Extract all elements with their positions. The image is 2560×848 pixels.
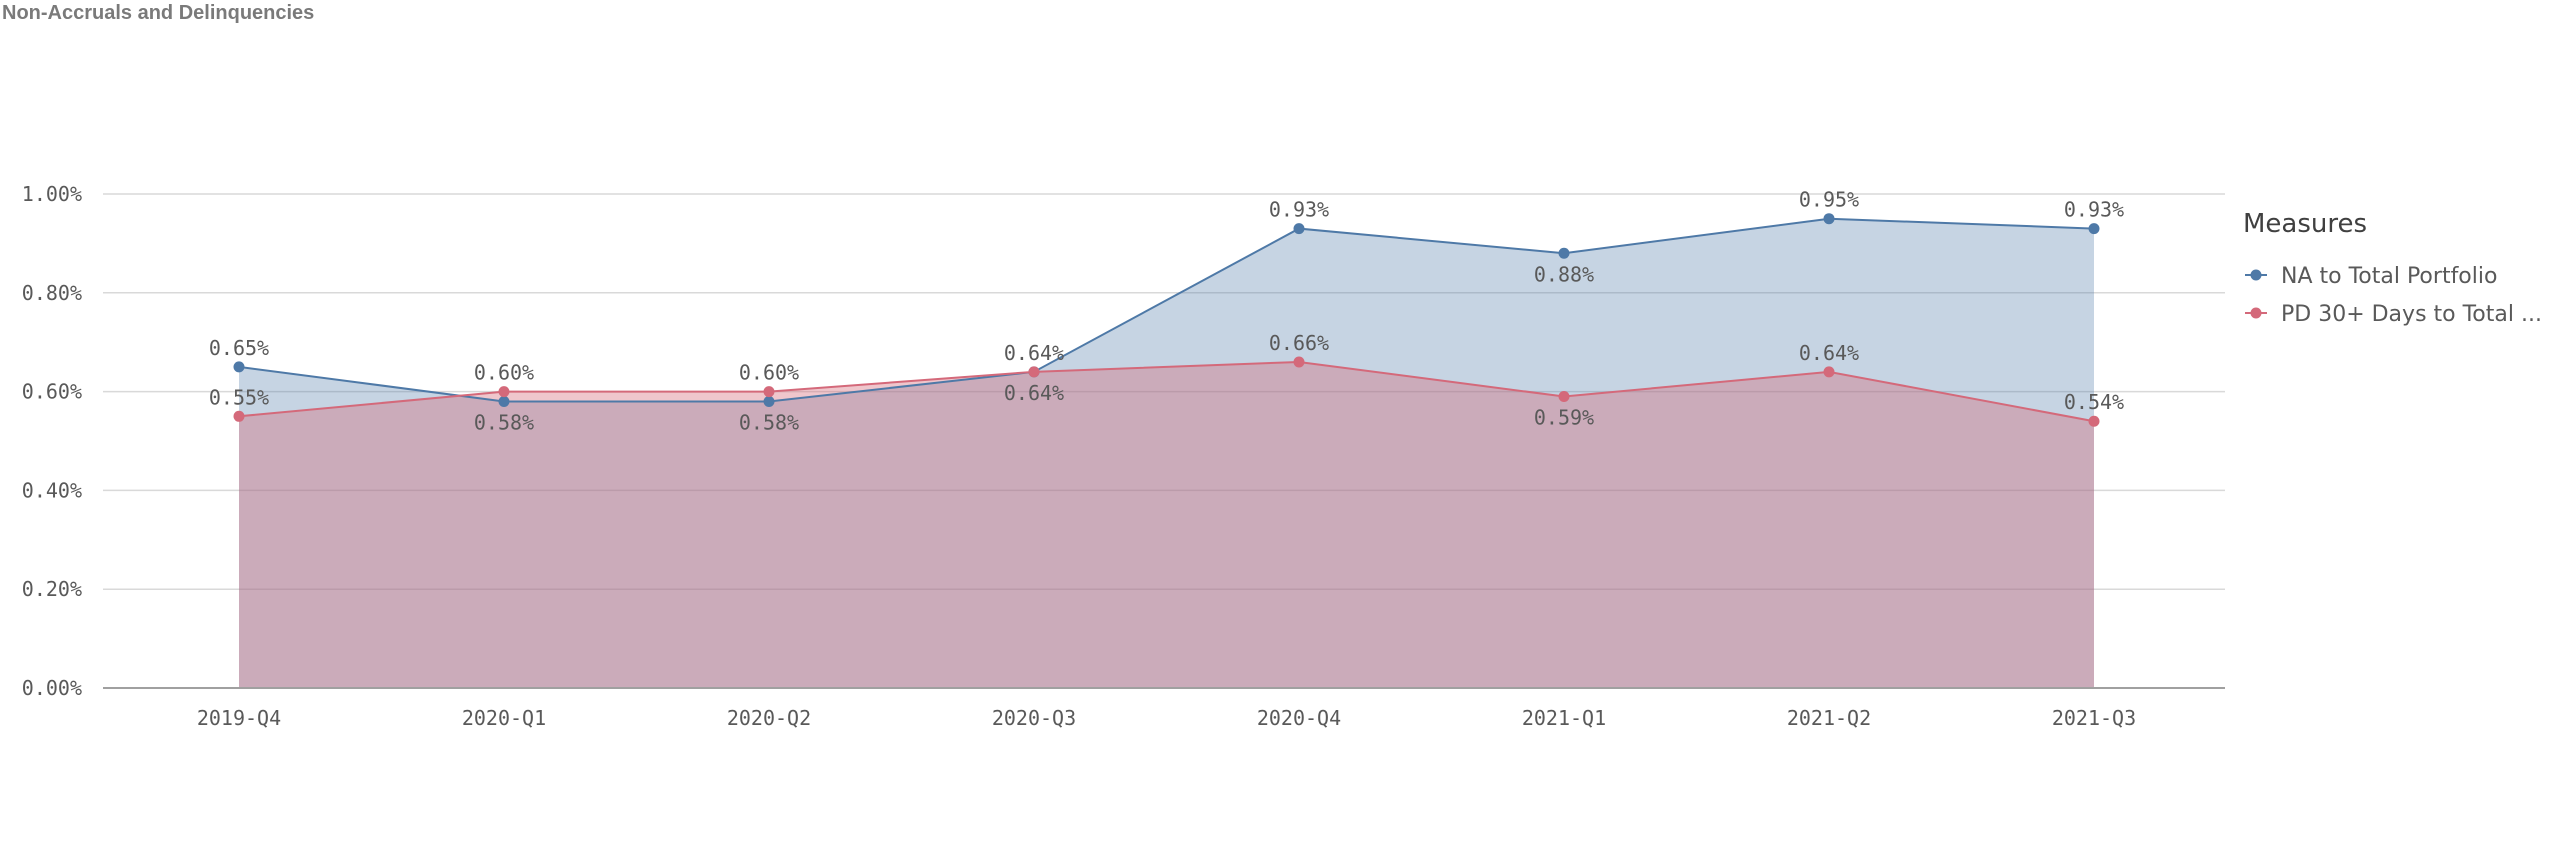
data-label: 0.66%	[1269, 331, 1329, 355]
grid-lines	[103, 193, 2225, 590]
x-tick-label: 2021-Q2	[1787, 706, 1871, 730]
data-point[interactable]	[2088, 223, 2100, 235]
data-label: 0.58%	[739, 410, 799, 434]
y-tick-label: 1.00%	[22, 182, 82, 206]
data-label: 0.54%	[2064, 390, 2124, 414]
x-tick-label: 2020-Q2	[727, 706, 811, 730]
data-label: 0.60%	[739, 361, 799, 385]
data-point[interactable]	[1823, 366, 1835, 378]
data-label: 0.60%	[474, 361, 534, 385]
series-area-0	[239, 218, 2094, 688]
data-label: 0.88%	[1534, 262, 1594, 286]
data-label: 0.64%	[1799, 341, 1859, 365]
legend-item-label[interactable]: PD 30+ Days to Total ...	[2281, 302, 2542, 327]
y-tick-label: 0.40%	[22, 478, 82, 502]
data-point[interactable]	[498, 395, 510, 407]
data-label: 0.64%	[1004, 341, 1064, 365]
series-line-1	[238, 360, 2095, 423]
legend-title: Measures	[2243, 209, 2367, 239]
series-lines	[238, 217, 2095, 423]
data-point[interactable]	[2088, 415, 2100, 427]
series-areas	[239, 218, 2094, 688]
y-tick-label: 0.20%	[22, 577, 82, 601]
data-point[interactable]	[233, 361, 245, 373]
data-point[interactable]	[1293, 356, 1305, 368]
y-tick-label: 0.60%	[22, 380, 82, 404]
axes: 0.00% 0.20% 0.40% 0.60% 0.80% 1.00% 2019-Q4 202…	[22, 182, 2225, 730]
x-tick-label: 2021-Q3	[2052, 706, 2136, 730]
data-label: 0.95%	[1799, 188, 1859, 212]
series-area-1	[239, 361, 2094, 688]
data-point[interactable]	[763, 395, 775, 407]
x-tick-label: 2020-Q4	[1257, 706, 1341, 730]
y-tick-label: 0.80%	[22, 281, 82, 305]
data-point[interactable]	[1028, 366, 1040, 378]
data-labels: 0.65% 0.58% 0.58% 0.64% 0.93% 0.88% 0.95% 0.93%…	[209, 188, 2124, 435]
data-point[interactable]	[1823, 213, 1835, 225]
legend[interactable]: Measures NA to Total Portfolio PD 30+ Days…	[2243, 209, 2542, 327]
data-point[interactable]	[1293, 223, 1305, 235]
y-tick-label: 0.00%	[22, 676, 82, 700]
data-point[interactable]	[1558, 247, 1570, 259]
x-tick-label: 2020-Q1	[462, 706, 546, 730]
x-tick-label: 2021-Q1	[1522, 706, 1606, 730]
legend-swatch-marker	[2250, 307, 2262, 319]
data-point[interactable]	[233, 410, 245, 422]
data-label: 0.58%	[474, 410, 534, 434]
data-label: 0.65%	[209, 336, 269, 360]
data-points[interactable]	[233, 213, 2100, 427]
data-label: 0.55%	[209, 385, 269, 409]
data-label: 0.93%	[2064, 198, 2124, 222]
data-label: 0.93%	[1269, 198, 1329, 222]
data-point[interactable]	[763, 386, 775, 398]
legend-item-label[interactable]: NA to Total Portfolio	[2281, 264, 2497, 289]
legend-swatch-marker	[2250, 269, 2262, 281]
data-label: 0.64%	[1004, 381, 1064, 405]
x-tick-label: 2020-Q3	[992, 706, 1076, 730]
series-line-0	[238, 217, 2095, 403]
data-point[interactable]	[1558, 391, 1570, 403]
data-point[interactable]	[498, 386, 510, 398]
chart-title: Non-Accruals and Delinquencies	[2, 2, 315, 24]
data-label: 0.59%	[1534, 406, 1594, 430]
x-tick-label: 2019-Q4	[197, 706, 281, 730]
